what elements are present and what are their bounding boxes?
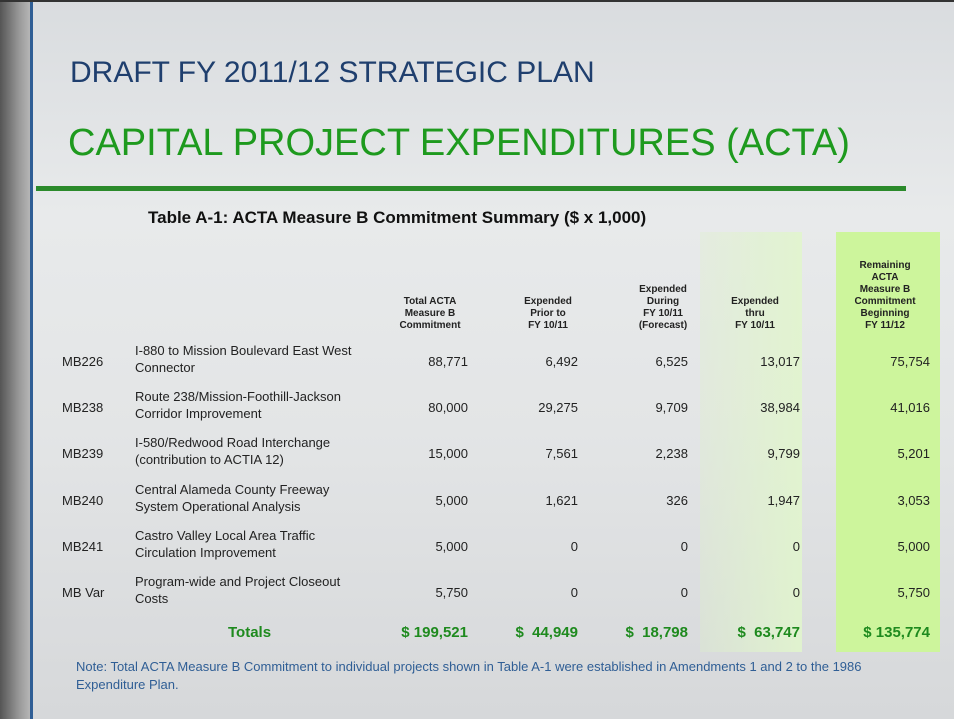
- cell-value: 5,000: [435, 492, 468, 508]
- row-id: MB Var: [62, 585, 105, 600]
- cell-value: 75,754: [890, 354, 930, 369]
- column-header: Remaining: [859, 260, 911, 271]
- totals-label: Totals: [228, 624, 272, 641]
- column-header: FY 10/11: [528, 320, 568, 331]
- column-header: Beginning: [860, 308, 910, 319]
- column-header: Commitment: [854, 296, 916, 307]
- top-rule: [0, 0, 954, 2]
- row-id: MB226: [62, 354, 104, 369]
- row-description: I-880 to Mission Boulevard East West Con…: [135, 343, 352, 375]
- column-header: thru: [745, 308, 765, 319]
- cell-value: 326: [666, 492, 688, 508]
- total-value: $ 18,798: [625, 624, 688, 641]
- cell-value: 88,771: [428, 354, 468, 369]
- title-line2: CAPITAL PROJECT EXPENDITURES (ACTA): [68, 122, 850, 164]
- row-description: I-580/Redwood Road Interchange (contribu…: [135, 435, 331, 468]
- cell-value: 5,000: [435, 538, 468, 554]
- column-header: FY 10/11: [643, 308, 683, 319]
- cell-value: 1,621: [545, 492, 578, 508]
- cell-value: 9,799: [767, 446, 800, 462]
- row-description: Central Alameda County Freeway System Op…: [135, 481, 330, 514]
- cell-value: 0: [680, 585, 688, 600]
- cell-value: 41,016: [890, 400, 930, 416]
- cell-value: 7,561: [545, 446, 578, 462]
- column-header: Commitment: [399, 320, 461, 331]
- table-title: Table A-1: ACTA Measure B Commitment Sum…: [148, 208, 647, 227]
- column-header: During: [646, 296, 680, 307]
- cell-value: 6,525: [655, 354, 688, 369]
- title-line1: DRAFT FY 2011/12 STRATEGIC PLAN: [70, 56, 595, 89]
- column-header: Measure B: [859, 284, 911, 295]
- row-id: MB240: [62, 492, 104, 508]
- row-id: MB239: [62, 446, 104, 462]
- row-description: Route 238/Mission-Foothill-Jackson Corri…: [135, 389, 341, 422]
- column-header: Measure B: [404, 308, 456, 319]
- row-id: MB241: [62, 538, 104, 554]
- cell-value: 5,000: [897, 538, 930, 554]
- cell-value: 0: [680, 538, 688, 554]
- cell-value: 15,000: [428, 446, 468, 462]
- column-header: Expended: [524, 296, 572, 307]
- title-rule: [36, 186, 906, 191]
- column-header: ACTA: [871, 272, 899, 283]
- column-header: Expended: [639, 284, 687, 295]
- column-header: Total ACTA: [403, 296, 457, 307]
- cell-value: 1,947: [767, 492, 800, 508]
- cell-value: 3,053: [897, 492, 930, 508]
- total-value: $ 199,521: [401, 624, 468, 641]
- total-value: $ 44,949: [515, 624, 578, 641]
- row-description: Program-wide and Project Closeout Costs: [135, 574, 341, 606]
- cell-value: 13,017: [760, 354, 800, 369]
- cell-value: 2,238: [655, 446, 688, 462]
- cell-value: 9,709: [655, 400, 688, 416]
- note: Note: Total ACTA Measure B Commitment to…: [76, 659, 862, 692]
- cell-value: 0: [570, 538, 578, 554]
- column-header: (Forecast): [638, 320, 688, 331]
- column-header: Expended: [731, 296, 779, 307]
- total-value: $ 63,747: [737, 624, 800, 641]
- column-highlight: [836, 232, 940, 652]
- cell-value: 5,750: [435, 585, 468, 600]
- column-header: FY 11/12: [865, 320, 905, 331]
- row-description: Castro Valley Local Area Traffic Circula…: [135, 527, 316, 560]
- cell-value: 5,201: [897, 446, 930, 462]
- column-header: Prior to: [530, 308, 566, 319]
- cell-value: 80,000: [428, 400, 468, 416]
- left-strip: [0, 0, 32, 719]
- cell-value: 0: [792, 585, 800, 600]
- column-header: FY 10/11: [735, 320, 775, 331]
- left-rule: [30, 0, 33, 719]
- cell-value: 38,984: [760, 400, 800, 416]
- cell-value: 29,275: [538, 400, 578, 416]
- cell-value: 0: [792, 538, 800, 554]
- cell-value: 5,750: [897, 585, 930, 600]
- cell-value: 0: [570, 585, 578, 600]
- column-highlight: [700, 232, 802, 652]
- cell-value: 6,492: [545, 354, 578, 369]
- row-id: MB238: [62, 400, 104, 416]
- total-value: $ 135,774: [863, 624, 930, 641]
